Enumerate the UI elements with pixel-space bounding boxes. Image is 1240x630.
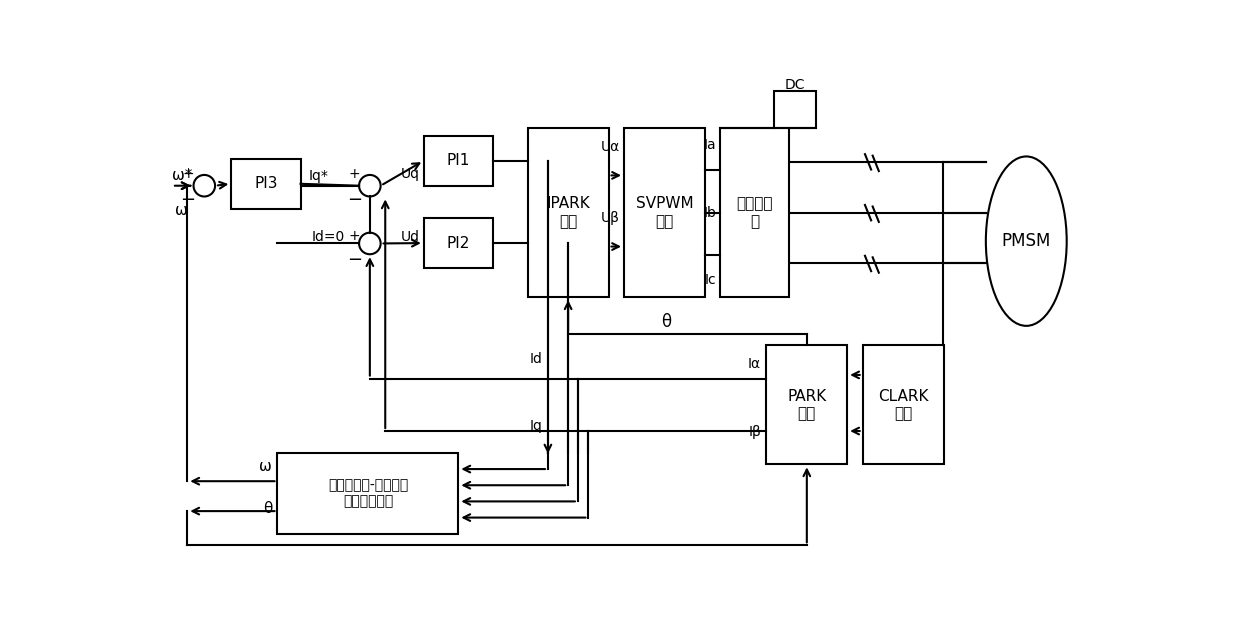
Text: Id: Id <box>529 352 543 366</box>
Text: Ia: Ia <box>704 138 717 152</box>
Text: Id=0: Id=0 <box>312 231 346 244</box>
Text: Ib: Ib <box>703 205 717 220</box>
Bar <box>766 345 847 464</box>
Bar <box>774 91 816 128</box>
Text: θ: θ <box>661 313 671 331</box>
Bar <box>720 128 790 297</box>
Bar <box>528 128 609 297</box>
Bar <box>624 128 704 297</box>
Text: 超螺旋滑模-模型参考
自适应观测器: 超螺旋滑模-模型参考 自适应观测器 <box>327 478 408 508</box>
Text: Iα: Iα <box>748 357 761 371</box>
Text: Iq: Iq <box>529 419 543 433</box>
Text: CLARK
变换: CLARK 变换 <box>878 389 929 421</box>
Text: PMSM: PMSM <box>1002 232 1052 250</box>
Text: IPARK
变换: IPARK 变换 <box>547 197 590 229</box>
Text: Ic: Ic <box>704 273 717 287</box>
Text: Uα: Uα <box>601 140 620 154</box>
Text: ω*: ω* <box>172 168 192 183</box>
Text: Iβ: Iβ <box>748 425 761 439</box>
Text: +: + <box>348 229 361 243</box>
Text: ω: ω <box>175 203 187 218</box>
Bar <box>863 345 944 464</box>
Text: PI2: PI2 <box>446 236 470 251</box>
Bar <box>231 159 300 209</box>
Text: −: − <box>347 251 362 270</box>
Text: Uq: Uq <box>401 167 420 181</box>
Bar <box>424 218 494 268</box>
Text: θ: θ <box>263 501 272 516</box>
Bar <box>278 453 459 534</box>
Text: Uβ: Uβ <box>601 211 620 225</box>
Text: PARK
变换: PARK 变换 <box>787 389 826 421</box>
Text: 逆变桥电
路: 逆变桥电 路 <box>737 197 773 229</box>
Text: ω: ω <box>259 459 272 474</box>
Text: +: + <box>348 167 361 181</box>
Text: −: − <box>347 192 362 209</box>
Text: DC: DC <box>785 78 806 92</box>
Text: PI3: PI3 <box>254 176 278 192</box>
Bar <box>424 135 494 186</box>
Text: PI1: PI1 <box>446 153 470 168</box>
Text: −: − <box>181 192 196 209</box>
Text: Iq*: Iq* <box>309 169 329 183</box>
Text: Ud: Ud <box>401 231 420 244</box>
Text: SVPWM
调制: SVPWM 调制 <box>636 197 693 229</box>
Text: +: + <box>182 167 193 181</box>
